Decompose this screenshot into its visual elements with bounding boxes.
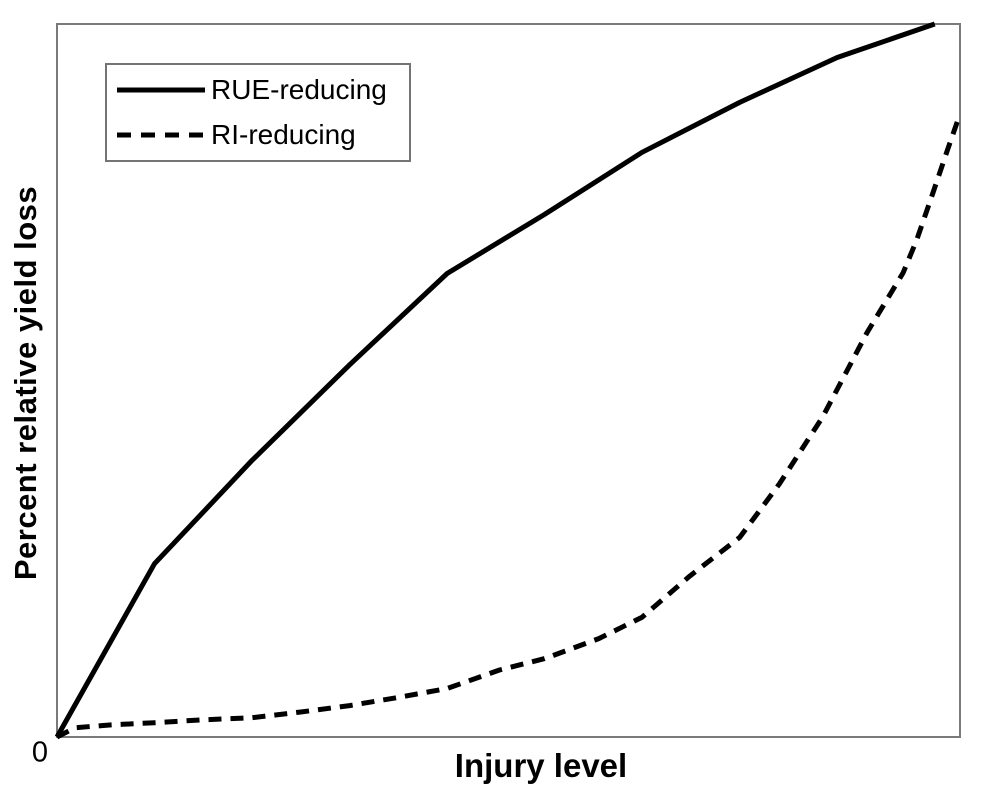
dashed-line-key-icon [117, 132, 205, 138]
legend-entry-ri-reducing: RI-reducing [117, 115, 409, 155]
legend-label-rue-reducing: RUE-reducing [211, 74, 387, 105]
y-axis-label: Percent relative yield loss [8, 185, 43, 581]
x-axis-label: Injury level [454, 747, 628, 784]
legend-box: RUE-reducing RI-reducing [105, 63, 411, 162]
plot-frame [56, 23, 961, 738]
series-line-rue-reducing [54, 21, 936, 739]
series-group [54, 21, 960, 740]
series-line-ri-reducing [55, 120, 960, 740]
origin-tick-label: 0 [31, 736, 49, 769]
legend-label-ri-reducing: RI-reducing [211, 119, 356, 150]
legend-entry-rue-reducing: RUE-reducing [117, 70, 409, 110]
solid-line-key-icon [117, 87, 205, 93]
